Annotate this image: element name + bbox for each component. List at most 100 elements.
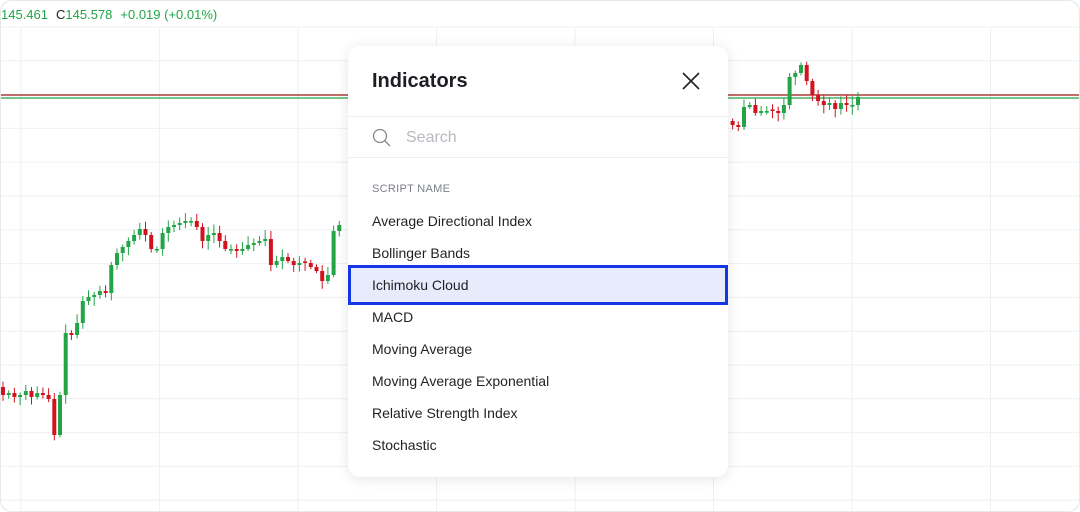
close-label: C (56, 7, 66, 22)
candle-up (781, 105, 786, 113)
candle-down (308, 263, 313, 267)
search-row (348, 117, 728, 158)
candle-up (132, 235, 137, 241)
candle-down (46, 395, 51, 399)
candle-up (229, 249, 233, 251)
indicator-item-moving-average-exponential[interactable]: Moving Average Exponential (372, 373, 550, 389)
dialog-title: Indicators (372, 70, 468, 92)
candle-down (234, 249, 239, 251)
candle-up (856, 97, 860, 105)
candle-down (821, 101, 826, 105)
candle-up (58, 395, 62, 435)
indicator-item-macd[interactable]: MACD (372, 309, 414, 325)
candle-up (63, 333, 68, 395)
search-icon (372, 128, 391, 147)
candle-up (154, 249, 159, 251)
candle-up (793, 73, 798, 77)
candle-up (86, 297, 91, 301)
indicator-list: Average Directional Index Bollinger Bands… (348, 205, 728, 461)
candle-down (200, 227, 205, 241)
candle-up (23, 391, 28, 395)
candle-up (160, 233, 165, 249)
candle-down (816, 95, 821, 101)
candle-up (206, 235, 211, 241)
candle-down (810, 81, 815, 95)
candle-up (850, 105, 855, 107)
candle-up (18, 395, 23, 397)
candle-down (736, 125, 741, 127)
search-input[interactable] (404, 125, 708, 151)
candle-up (211, 233, 216, 235)
indicator-item-moving-average[interactable]: Moving Average (372, 341, 473, 357)
candle-up (183, 221, 188, 223)
candle-down (804, 65, 809, 81)
candle-up (263, 239, 268, 241)
candle-up (799, 65, 803, 73)
indicator-item-average-directional-index[interactable]: Average Directional Index (372, 213, 533, 229)
candle-down (730, 121, 735, 125)
candle-up (166, 227, 171, 233)
candle-up (240, 249, 245, 251)
candle-up (35, 393, 40, 397)
candle-down (69, 333, 74, 335)
candle-down (12, 393, 17, 397)
candle-up (764, 111, 769, 113)
open-value: 145.461 (1, 7, 48, 22)
close-icon[interactable] (682, 72, 700, 90)
candle-up (787, 77, 792, 105)
indicator-item-stochastic[interactable]: Stochastic (372, 437, 437, 453)
candle-down (291, 261, 296, 265)
candle-up (297, 263, 302, 265)
indicator-item-bollinger-bands[interactable]: Bollinger Bands (372, 245, 471, 261)
candle-down (217, 233, 222, 241)
candle-down (1, 387, 5, 395)
ohlc-legend: 145.461 C145.578 +0.019 (+0.01%) (1, 7, 217, 22)
candle-down (223, 241, 228, 249)
candle-up (6, 393, 11, 395)
candle-down (320, 271, 325, 281)
candle-down (29, 391, 34, 397)
candle-up (120, 247, 125, 253)
candle-up (759, 111, 764, 113)
candle-up (126, 241, 131, 247)
candle-up (189, 221, 194, 223)
indicator-item-ichimoku-cloud[interactable]: Ichimoku Cloud (348, 265, 728, 305)
candle-up (115, 253, 119, 265)
candle-down (268, 239, 273, 265)
candle-up (838, 103, 843, 109)
candle-down (103, 291, 108, 293)
candle-down (844, 103, 849, 105)
candle-up (251, 243, 256, 245)
candle-up (172, 225, 176, 227)
candle-up (109, 265, 114, 293)
candle-down (314, 267, 319, 271)
candle-down (286, 257, 290, 261)
candle-down (52, 399, 57, 435)
change-value: +0.019 (+0.01%) (120, 7, 218, 22)
candle-down (40, 393, 45, 395)
candle-up (246, 245, 251, 249)
candle-up (280, 257, 285, 261)
indicator-item-relative-strength-index[interactable]: Relative Strength Index (372, 405, 518, 421)
candle-up (92, 295, 97, 297)
candle-up (257, 241, 262, 243)
candle-down (770, 109, 775, 111)
close-value: 145.578 (65, 7, 113, 22)
candle-up (827, 103, 832, 105)
candle-down (194, 221, 199, 227)
candle-up (80, 301, 85, 323)
candle-down (303, 261, 308, 263)
candle-up (97, 291, 102, 295)
candle-up (177, 223, 182, 225)
candle-up (137, 229, 142, 235)
dialog-header: Indicators (348, 46, 728, 117)
indicators-dialog: Indicators SCRIPT NAME Average Direction… (348, 46, 728, 477)
section-label: SCRIPT NAME (372, 183, 451, 195)
candle-down (833, 103, 838, 109)
candle-up (75, 323, 80, 335)
candle-up (274, 261, 279, 265)
candle-up (325, 275, 330, 281)
candle-up (747, 105, 752, 107)
candle-down (776, 111, 781, 113)
